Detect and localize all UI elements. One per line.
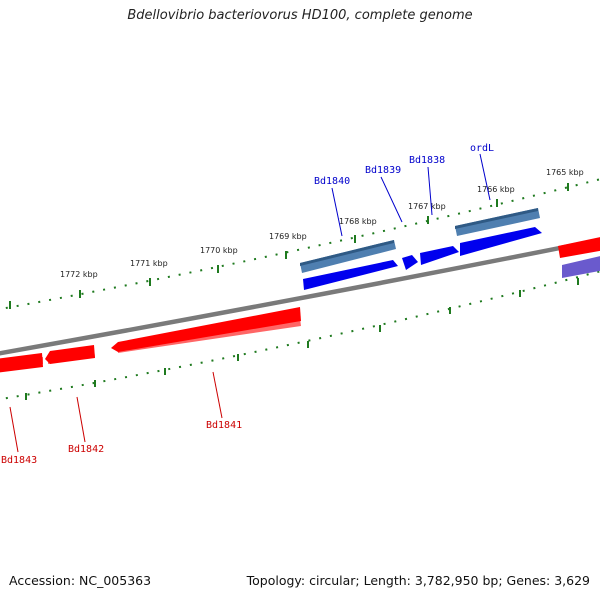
gene-label-ordl[interactable]: ordL <box>470 143 494 154</box>
cds-arrow-purple-partial[interactable] <box>562 255 600 278</box>
forward-gene-bars <box>300 208 540 273</box>
cds-arrow-bd1839[interactable] <box>402 255 418 270</box>
scale-label-1770: 1770 kbp <box>200 246 238 255</box>
map-title: Bdellovibrio bacteriovorus HD100, comple… <box>127 8 473 23</box>
gene-label-bd1838[interactable]: Bd1838 <box>409 155 445 166</box>
inner-major-ticks <box>25 278 579 400</box>
cds-arrow-ordl[interactable] <box>460 227 542 256</box>
gene-label-bd1840[interactable]: Bd1840 <box>314 176 350 187</box>
scale-label-1765: 1765 kbp <box>546 168 584 177</box>
gene-label-bd1839[interactable]: Bd1839 <box>365 165 401 176</box>
outer-scale-ring <box>0 178 600 311</box>
scale-label-1772: 1772 kbp <box>60 270 98 279</box>
reverse-gene-labels: Bd1841 Bd1842 Bd1843 <box>1 420 242 466</box>
cds-arrow-bd1838[interactable] <box>420 246 459 265</box>
genome-summary-text: Topology: circular; Length: 3,782,950 bp… <box>246 573 590 588</box>
scale-label-1766: 1766 kbp <box>477 185 515 194</box>
gene-label-bd1843[interactable]: Bd1843 <box>1 455 37 466</box>
scale-label-1769: 1769 kbp <box>269 232 307 241</box>
reverse-label-leaders <box>9 371 223 453</box>
scale-label-1767: 1767 kbp <box>408 202 446 211</box>
cds-arrow-bd1841[interactable] <box>111 307 301 352</box>
gene-label-bd1842[interactable]: Bd1842 <box>68 444 104 455</box>
genome-backbone <box>0 237 600 356</box>
outer-major-ticks <box>9 183 569 309</box>
cds-arrow-bd1843[interactable] <box>0 353 43 373</box>
reverse-cds-arrows[interactable] <box>0 307 301 373</box>
cds-arrow-bd1842[interactable] <box>45 345 95 364</box>
scale-label-1768: 1768 kbp <box>339 217 377 226</box>
cds-arrow-bd1840[interactable] <box>303 260 398 290</box>
gene-label-bd1841[interactable]: Bd1841 <box>206 420 242 431</box>
cds-arrow-red-partial[interactable] <box>558 236 600 258</box>
accession-text: Accession: NC_005363 <box>9 573 152 588</box>
forward-label-leaders <box>331 153 491 237</box>
forward-gene-labels: ordL Bd1838 Bd1839 Bd1840 <box>314 143 494 187</box>
forward-cds-arrows[interactable] <box>303 227 542 290</box>
scale-label-1771: 1771 kbp <box>130 259 168 268</box>
scale-labels: 1765 kbp 1766 kbp 1767 kbp 1768 kbp 1769… <box>60 168 584 279</box>
